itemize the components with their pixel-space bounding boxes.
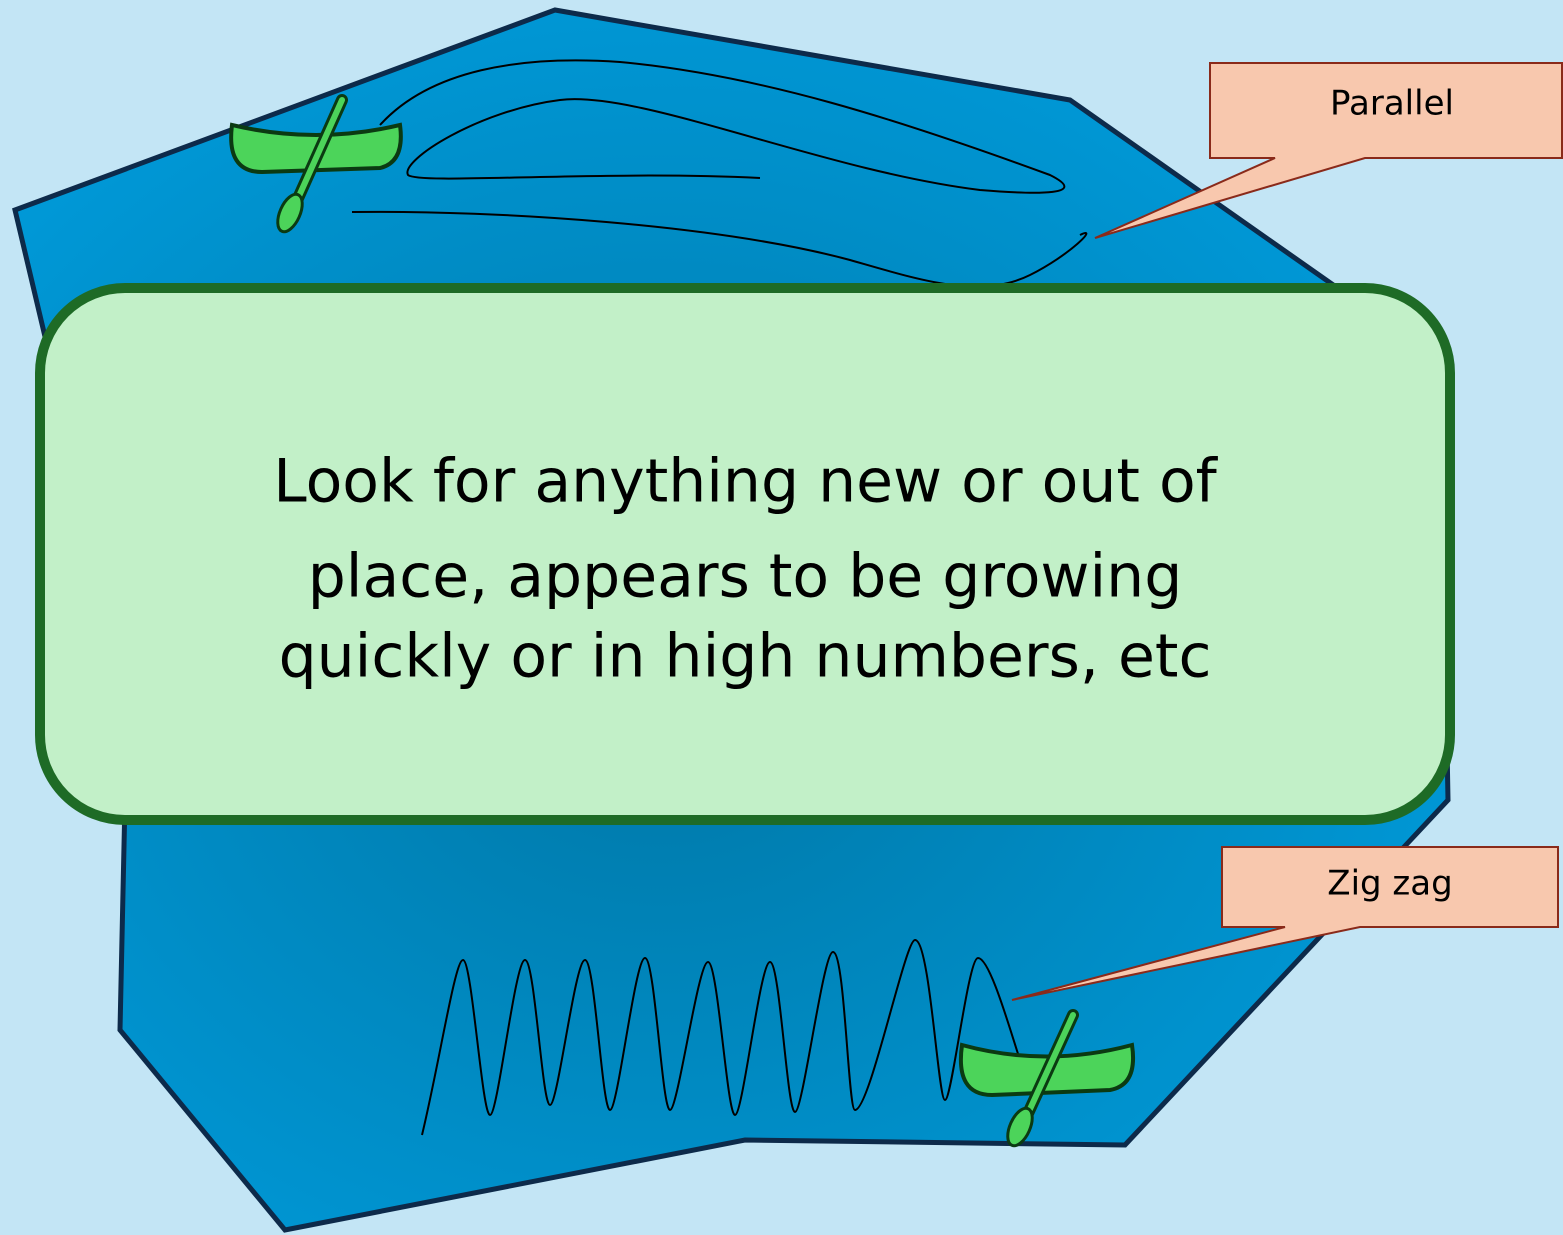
message-line: quickly or in high numbers, etc bbox=[279, 622, 1212, 692]
callout-label: Zig zag bbox=[1327, 864, 1452, 904]
callout-label: Parallel bbox=[1330, 84, 1454, 124]
message-line: Look for anything new or out of bbox=[273, 447, 1218, 517]
slide: Look for anything new or out of place, a… bbox=[0, 0, 1563, 1235]
message-line: place, appears to be growing bbox=[308, 542, 1183, 612]
page: Look for anything new or out of place, a… bbox=[0, 0, 1563, 1235]
